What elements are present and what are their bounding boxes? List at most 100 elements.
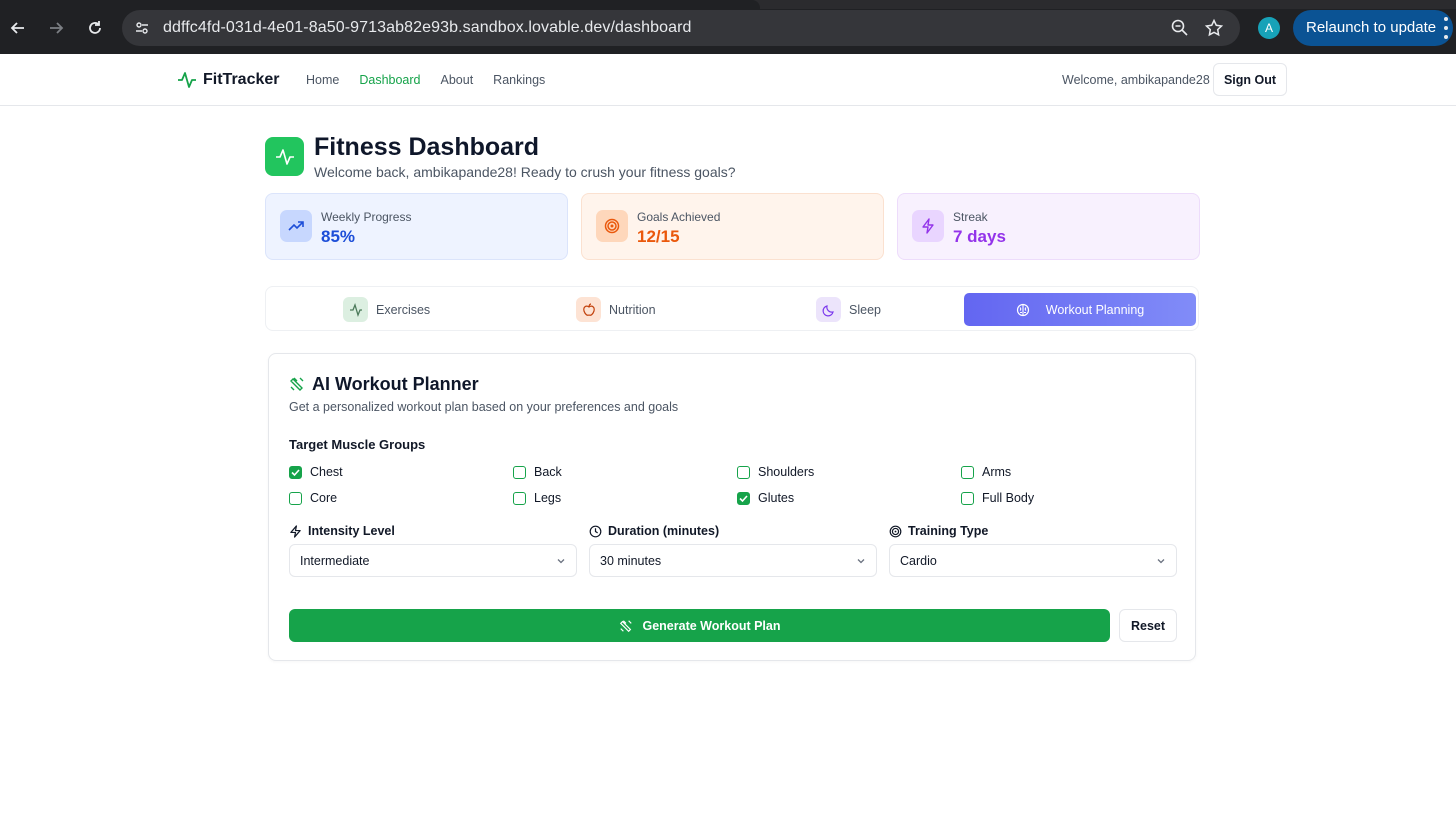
target-icon bbox=[889, 525, 902, 537]
training-type-value: Cardio bbox=[900, 554, 937, 568]
activity-icon bbox=[178, 72, 196, 88]
nav-link-rankings[interactable]: Rankings bbox=[493, 73, 546, 87]
nav-links: Home Dashboard About Rankings bbox=[306, 73, 545, 87]
nav-link-home[interactable]: Home bbox=[306, 73, 340, 87]
intensity-value: Intermediate bbox=[300, 554, 370, 568]
checkbox-box[interactable] bbox=[961, 465, 974, 479]
tab-label: Exercises bbox=[376, 302, 431, 317]
tab-strip bbox=[0, 0, 1456, 9]
back-icon[interactable] bbox=[6, 16, 30, 40]
zap-icon bbox=[912, 210, 944, 242]
dumbbell-icon bbox=[289, 376, 305, 392]
more-menu-icon[interactable] bbox=[1442, 17, 1450, 39]
stat-value: 7 days bbox=[953, 227, 1006, 246]
stat-label: Weekly Progress bbox=[321, 210, 412, 224]
profile-initial: A bbox=[1264, 21, 1273, 35]
generate-button-label: Generate Workout Plan bbox=[642, 618, 781, 633]
checkbox-label: Full Body bbox=[982, 491, 1035, 505]
card-title: AI Workout Planner bbox=[312, 374, 479, 394]
checkbox-box[interactable] bbox=[513, 491, 526, 505]
checkbox-label: Chest bbox=[310, 465, 343, 479]
welcome-text: Welcome, ambikapande28 bbox=[1062, 73, 1210, 87]
duration-value: 30 minutes bbox=[600, 554, 662, 568]
page-title: Fitness Dashboard bbox=[314, 133, 540, 161]
stat-card-weekly-progress: Weekly Progress 85% bbox=[265, 193, 568, 260]
bookmark-star-icon[interactable] bbox=[1204, 18, 1224, 38]
checkbox-label: Legs bbox=[534, 491, 562, 505]
stat-card-streak: Streak 7 days bbox=[897, 193, 1200, 260]
zap-icon bbox=[290, 524, 301, 538]
chevron-down-icon bbox=[557, 559, 565, 564]
duration-label-text: Duration (minutes) bbox=[608, 524, 720, 538]
forward-icon[interactable] bbox=[44, 16, 68, 40]
dumbbell-icon bbox=[619, 619, 632, 632]
check-icon[interactable] bbox=[737, 491, 750, 505]
chevron-down-icon bbox=[1157, 559, 1165, 564]
checkbox-label: Core bbox=[310, 491, 338, 505]
target-icon bbox=[596, 210, 628, 242]
checkbox-label: Glutes bbox=[758, 491, 795, 505]
brand-logo[interactable]: FitTracker bbox=[177, 70, 279, 90]
stat-value: 85% bbox=[321, 227, 356, 246]
app-navbar: FitTracker Home Dashboard About Rankings… bbox=[0, 54, 1456, 106]
page-subtitle: Welcome back, ambikapande28! Ready to cr… bbox=[314, 164, 736, 180]
duration-select[interactable]: 30 minutes bbox=[589, 544, 877, 577]
activity-icon bbox=[343, 297, 368, 322]
dashboard-logo bbox=[265, 137, 304, 176]
checkbox-shoulders[interactable]: Shoulders bbox=[737, 465, 814, 479]
reload-icon[interactable] bbox=[83, 16, 107, 40]
sign-out-button[interactable]: Sign Out bbox=[1213, 63, 1287, 96]
check-icon[interactable] bbox=[289, 465, 302, 479]
checkbox-glutes[interactable]: Glutes bbox=[737, 491, 794, 505]
address-bar[interactable]: ddffc4fd-031d-4e01-8a50-9713ab82e93b.san… bbox=[122, 10, 1240, 46]
tab-label: Nutrition bbox=[609, 302, 656, 317]
brain-icon bbox=[1016, 303, 1030, 317]
checkbox-label: Arms bbox=[982, 465, 1012, 479]
checkbox-box[interactable] bbox=[961, 491, 974, 505]
nav-link-dashboard[interactable]: Dashboard bbox=[359, 73, 421, 87]
nav-link-about[interactable]: About bbox=[440, 73, 474, 87]
relaunch-button[interactable]: Relaunch to update bbox=[1293, 10, 1453, 46]
tab-label: Sleep bbox=[849, 302, 881, 317]
checkbox-core[interactable]: Core bbox=[289, 491, 337, 505]
checkbox-chest[interactable]: Chest bbox=[289, 465, 343, 479]
checkbox-label: Back bbox=[534, 465, 562, 479]
tab-exercises[interactable]: Exercises bbox=[343, 293, 430, 326]
generate-workout-plan-button[interactable]: Generate Workout Plan bbox=[289, 609, 1110, 642]
checkbox-full-body[interactable]: Full Body bbox=[961, 491, 1034, 505]
training-type-label-text: Training Type bbox=[908, 524, 989, 538]
training-type-label: Training Type bbox=[889, 524, 988, 538]
checkbox-legs[interactable]: Legs bbox=[513, 491, 561, 505]
intensity-select[interactable]: Intermediate bbox=[289, 544, 577, 577]
tab-label: Workout Planning bbox=[1045, 302, 1145, 317]
intensity-label-text: Intensity Level bbox=[308, 524, 395, 538]
dashboard-tabs: Exercises Nutrition Sleep Workout Planni… bbox=[265, 286, 1199, 331]
moon-icon bbox=[816, 297, 841, 322]
tab-workout-planning[interactable]: Workout Planning bbox=[964, 293, 1196, 326]
brand-name: FitTracker bbox=[203, 71, 280, 88]
site-settings-icon[interactable] bbox=[132, 18, 152, 38]
stat-value: 12/15 bbox=[637, 227, 680, 246]
muscle-groups-label: Target Muscle Groups bbox=[289, 437, 426, 452]
stat-card-goals-achieved: Goals Achieved 12/15 bbox=[581, 193, 884, 260]
checkbox-box[interactable] bbox=[289, 491, 302, 505]
checkbox-arms[interactable]: Arms bbox=[961, 465, 1011, 479]
url-text[interactable]: ddffc4fd-031d-4e01-8a50-9713ab82e93b.san… bbox=[163, 19, 692, 36]
checkbox-label: Shoulders bbox=[758, 465, 815, 479]
checkbox-box[interactable] bbox=[737, 465, 750, 479]
profile-avatar[interactable]: A bbox=[1258, 17, 1280, 39]
stat-label: Goals Achieved bbox=[637, 210, 721, 224]
ai-workout-planner-card: AI Workout Planner Get a personalized wo… bbox=[268, 353, 1196, 661]
activity-icon bbox=[275, 148, 294, 165]
zoom-icon[interactable] bbox=[1170, 18, 1190, 38]
training-type-select[interactable]: Cardio bbox=[889, 544, 1177, 577]
tab-nutrition[interactable]: Nutrition bbox=[576, 293, 656, 326]
tab-sleep[interactable]: Sleep bbox=[816, 293, 881, 326]
stat-label: Streak bbox=[953, 210, 988, 224]
clock-icon bbox=[589, 525, 602, 537]
checkbox-back[interactable]: Back bbox=[513, 465, 562, 479]
reset-button[interactable]: Reset bbox=[1119, 609, 1177, 642]
trending-up-icon bbox=[280, 210, 312, 242]
duration-label: Duration (minutes) bbox=[589, 524, 719, 538]
checkbox-box[interactable] bbox=[513, 465, 526, 479]
